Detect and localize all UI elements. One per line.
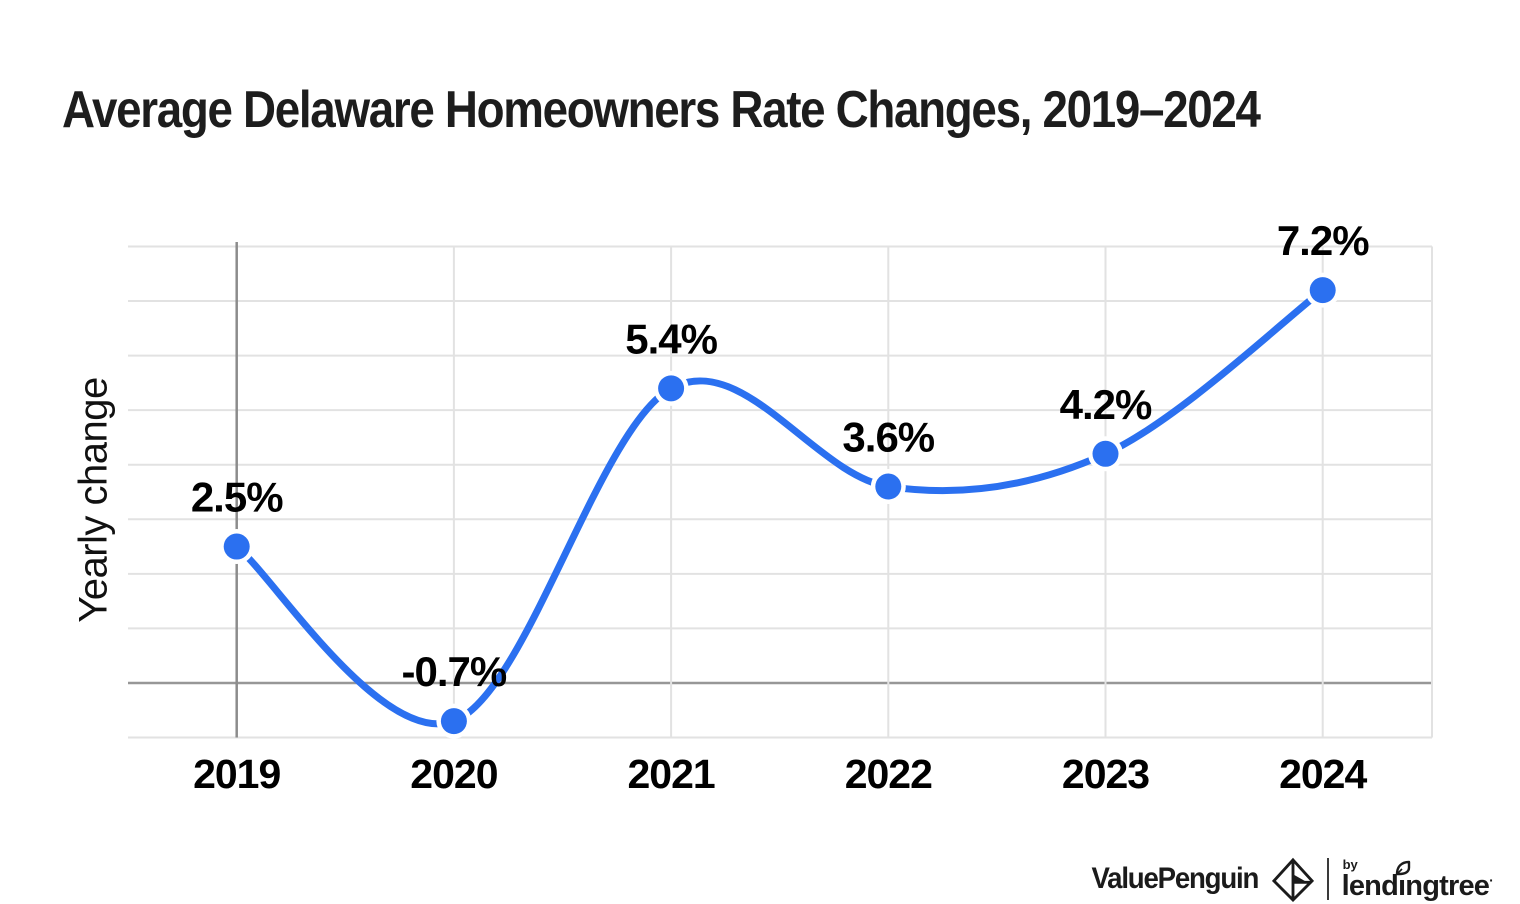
x-tick-label: 2020	[410, 751, 497, 797]
lt-part-left: lend	[1341, 869, 1399, 902]
brand-footer: ValuePenguin by lend ıngtree·	[1077, 856, 1494, 902]
data-point-label: 3.6%	[842, 414, 934, 461]
leaf-icon	[1395, 860, 1411, 875]
data-point-2024	[1309, 277, 1336, 304]
data-point-2022	[875, 473, 902, 500]
chart-title: Average Delaware Homeowners Rate Changes…	[62, 81, 1261, 139]
trademark-dot: ·	[1489, 871, 1494, 888]
x-tick-label: 2022	[845, 751, 932, 797]
x-tick-label: 2024	[1279, 751, 1367, 797]
x-tick-label: 2019	[193, 751, 280, 797]
data-point-2023	[1092, 440, 1119, 467]
valuepenguin-diamond-icon	[1271, 857, 1314, 902]
data-point-label: 2.5%	[191, 474, 283, 521]
data-point-2019	[223, 533, 250, 560]
lendingtree-wordmark: lend ıngtree·	[1341, 860, 1494, 902]
lt-part-right: ngtree	[1405, 869, 1490, 902]
valuepenguin-wordmark: ValuePenguin	[1091, 862, 1260, 895]
by-label: by	[1342, 856, 1358, 872]
data-point-label: 4.2%	[1060, 381, 1152, 428]
footer-divider	[1326, 858, 1329, 900]
data-point-label: -0.7%	[402, 648, 507, 695]
data-point-2020	[440, 708, 467, 735]
data-point-label: 5.4%	[625, 315, 717, 362]
lendingtree-lockup: by lend ıngtree·	[1341, 856, 1494, 902]
x-tick-label: 2021	[627, 751, 714, 797]
x-tick-label: 2023	[1062, 751, 1149, 797]
lt-part-i: ı	[1395, 860, 1411, 901]
data-point-label: 7.2%	[1277, 217, 1369, 264]
data-point-2021	[658, 375, 685, 402]
